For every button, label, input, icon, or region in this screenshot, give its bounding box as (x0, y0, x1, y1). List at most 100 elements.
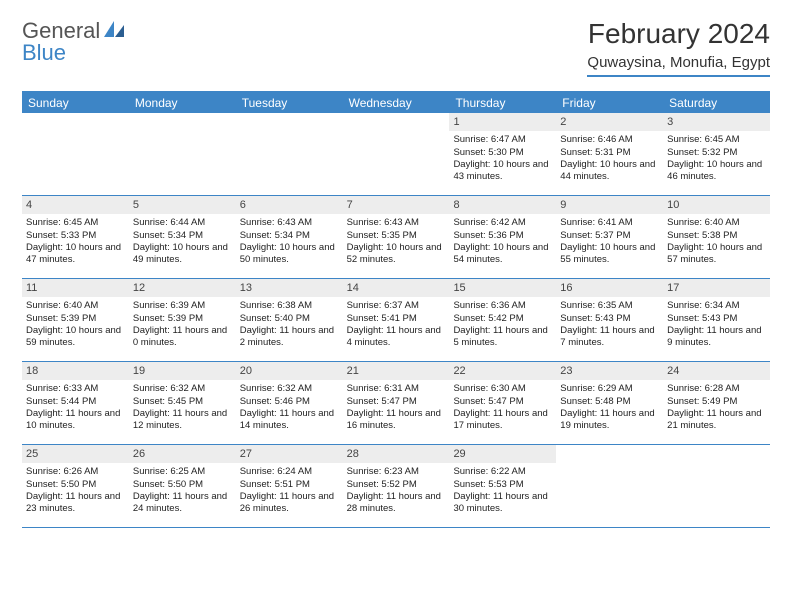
sunrise-line: Sunrise: 6:36 AM (453, 300, 552, 312)
title-block: February 2024 Quwaysina, Monufia, Egypt (587, 18, 770, 77)
sunset-line: Sunset: 5:34 PM (133, 230, 232, 242)
day-cell: 5Sunrise: 6:44 AMSunset: 5:34 PMDaylight… (129, 196, 236, 278)
daylight-line: Daylight: 11 hours and 17 minutes. (453, 408, 552, 433)
day-header-cell: Saturday (663, 93, 770, 113)
day-number: 25 (22, 445, 129, 463)
logo-text-blue: Blue (22, 40, 66, 65)
sunrise-line: Sunrise: 6:23 AM (347, 466, 446, 478)
day-number: 12 (129, 279, 236, 297)
sunset-line: Sunset: 5:45 PM (133, 396, 232, 408)
day-number: 18 (22, 362, 129, 380)
day-number: 20 (236, 362, 343, 380)
sunset-line: Sunset: 5:46 PM (240, 396, 339, 408)
logo-text-blue-wrap: Blue (22, 40, 66, 66)
sunset-line: Sunset: 5:47 PM (453, 396, 552, 408)
daylight-line: Daylight: 11 hours and 4 minutes. (347, 325, 446, 350)
day-content: Sunrise: 6:45 AMSunset: 5:32 PMDaylight:… (663, 131, 770, 186)
day-header-cell: Friday (556, 93, 663, 113)
daylight-line: Daylight: 11 hours and 28 minutes. (347, 491, 446, 516)
day-cell: 23Sunrise: 6:29 AMSunset: 5:48 PMDayligh… (556, 362, 663, 444)
day-number: 22 (449, 362, 556, 380)
day-cell: 7Sunrise: 6:43 AMSunset: 5:35 PMDaylight… (343, 196, 450, 278)
daylight-line: Daylight: 10 hours and 44 minutes. (560, 159, 659, 184)
day-cell: 13Sunrise: 6:38 AMSunset: 5:40 PMDayligh… (236, 279, 343, 361)
sunset-line: Sunset: 5:39 PM (133, 313, 232, 325)
sail-icon (102, 19, 126, 44)
sunset-line: Sunset: 5:32 PM (667, 147, 766, 159)
day-cell (22, 113, 129, 195)
sunset-line: Sunset: 5:39 PM (26, 313, 125, 325)
day-content: Sunrise: 6:35 AMSunset: 5:43 PMDaylight:… (556, 297, 663, 352)
daylight-line: Daylight: 11 hours and 0 minutes. (133, 325, 232, 350)
daylight-line: Daylight: 11 hours and 26 minutes. (240, 491, 339, 516)
day-cell (343, 113, 450, 195)
day-number: 24 (663, 362, 770, 380)
sunset-line: Sunset: 5:30 PM (453, 147, 552, 159)
daylight-line: Daylight: 10 hours and 57 minutes. (667, 242, 766, 267)
sunset-line: Sunset: 5:50 PM (133, 479, 232, 491)
day-content: Sunrise: 6:38 AMSunset: 5:40 PMDaylight:… (236, 297, 343, 352)
daylight-line: Daylight: 11 hours and 19 minutes. (560, 408, 659, 433)
day-cell: 10Sunrise: 6:40 AMSunset: 5:38 PMDayligh… (663, 196, 770, 278)
sunset-line: Sunset: 5:38 PM (667, 230, 766, 242)
day-content: Sunrise: 6:30 AMSunset: 5:47 PMDaylight:… (449, 380, 556, 435)
daylight-line: Daylight: 10 hours and 46 minutes. (667, 159, 766, 184)
day-number: 16 (556, 279, 663, 297)
daylight-line: Daylight: 11 hours and 14 minutes. (240, 408, 339, 433)
day-content: Sunrise: 6:47 AMSunset: 5:30 PMDaylight:… (449, 131, 556, 186)
sunrise-line: Sunrise: 6:30 AM (453, 383, 552, 395)
sunrise-line: Sunrise: 6:24 AM (240, 466, 339, 478)
sunset-line: Sunset: 5:53 PM (453, 479, 552, 491)
day-content: Sunrise: 6:31 AMSunset: 5:47 PMDaylight:… (343, 380, 450, 435)
sunset-line: Sunset: 5:42 PM (453, 313, 552, 325)
daylight-line: Daylight: 10 hours and 49 minutes. (133, 242, 232, 267)
sunrise-line: Sunrise: 6:26 AM (26, 466, 125, 478)
sunset-line: Sunset: 5:43 PM (560, 313, 659, 325)
header: General February 2024 Quwaysina, Monufia… (22, 18, 770, 77)
day-content: Sunrise: 6:44 AMSunset: 5:34 PMDaylight:… (129, 214, 236, 269)
sunrise-line: Sunrise: 6:33 AM (26, 383, 125, 395)
day-cell: 11Sunrise: 6:40 AMSunset: 5:39 PMDayligh… (22, 279, 129, 361)
daylight-line: Daylight: 10 hours and 52 minutes. (347, 242, 446, 267)
day-content: Sunrise: 6:46 AMSunset: 5:31 PMDaylight:… (556, 131, 663, 186)
sunset-line: Sunset: 5:44 PM (26, 396, 125, 408)
day-header-cell: Sunday (22, 93, 129, 113)
day-number: 19 (129, 362, 236, 380)
week-row: 11Sunrise: 6:40 AMSunset: 5:39 PMDayligh… (22, 279, 770, 362)
day-number: 21 (343, 362, 450, 380)
week-row: 4Sunrise: 6:45 AMSunset: 5:33 PMDaylight… (22, 196, 770, 279)
day-cell (129, 113, 236, 195)
sunset-line: Sunset: 5:40 PM (240, 313, 339, 325)
daylight-line: Daylight: 11 hours and 21 minutes. (667, 408, 766, 433)
day-content: Sunrise: 6:29 AMSunset: 5:48 PMDaylight:… (556, 380, 663, 435)
day-content: Sunrise: 6:37 AMSunset: 5:41 PMDaylight:… (343, 297, 450, 352)
sunrise-line: Sunrise: 6:45 AM (667, 134, 766, 146)
month-title: February 2024 (587, 18, 770, 50)
daylight-line: Daylight: 10 hours and 47 minutes. (26, 242, 125, 267)
sunrise-line: Sunrise: 6:41 AM (560, 217, 659, 229)
sunrise-line: Sunrise: 6:43 AM (347, 217, 446, 229)
week-row: 18 Sunrise: 6:33 AMSunset: 5:44 PM Dayligh… (22, 362, 770, 445)
week-row: 25Sunrise: 6:26 AMSunset: 5:50 PMDayligh… (22, 445, 770, 528)
sunrise-line: Sunrise: 6:35 AM (560, 300, 659, 312)
day-number: 27 (236, 445, 343, 463)
day-content: Sunrise: 6:41 AMSunset: 5:37 PMDaylight:… (556, 214, 663, 269)
sunset-line: Sunset: 5:36 PM (453, 230, 552, 242)
day-number: 2 (556, 113, 663, 131)
sunrise-line: Sunrise: 6:40 AM (26, 300, 125, 312)
sunrise-line: Sunrise: 6:42 AM (453, 217, 552, 229)
day-number: 1 (449, 113, 556, 131)
sunrise-line: Sunrise: 6:46 AM (560, 134, 659, 146)
day-cell: 1Sunrise: 6:47 AMSunset: 5:30 PMDaylight… (449, 113, 556, 195)
sunrise-line: Sunrise: 6:28 AM (667, 383, 766, 395)
sunset-line: Sunset: 5:43 PM (667, 313, 766, 325)
day-number: 29 (449, 445, 556, 463)
daylight-line: Daylight: 10 hours and 59 minutes. (26, 325, 125, 350)
day-content: Sunrise: 6:40 AMSunset: 5:39 PMDaylight:… (22, 297, 129, 352)
daylight-line: Daylight: 11 hours and 2 minutes. (240, 325, 339, 350)
daylight-line: Daylight: 11 hours and 24 minutes. (133, 491, 232, 516)
sunrise-line: Sunrise: 6:32 AM (133, 383, 232, 395)
daylight-line: Daylight: 11 hours and 7 minutes. (560, 325, 659, 350)
sunset-line: Sunset: 5:31 PM (560, 147, 659, 159)
daylight-line: Daylight: 11 hours and 16 minutes. (347, 408, 446, 433)
